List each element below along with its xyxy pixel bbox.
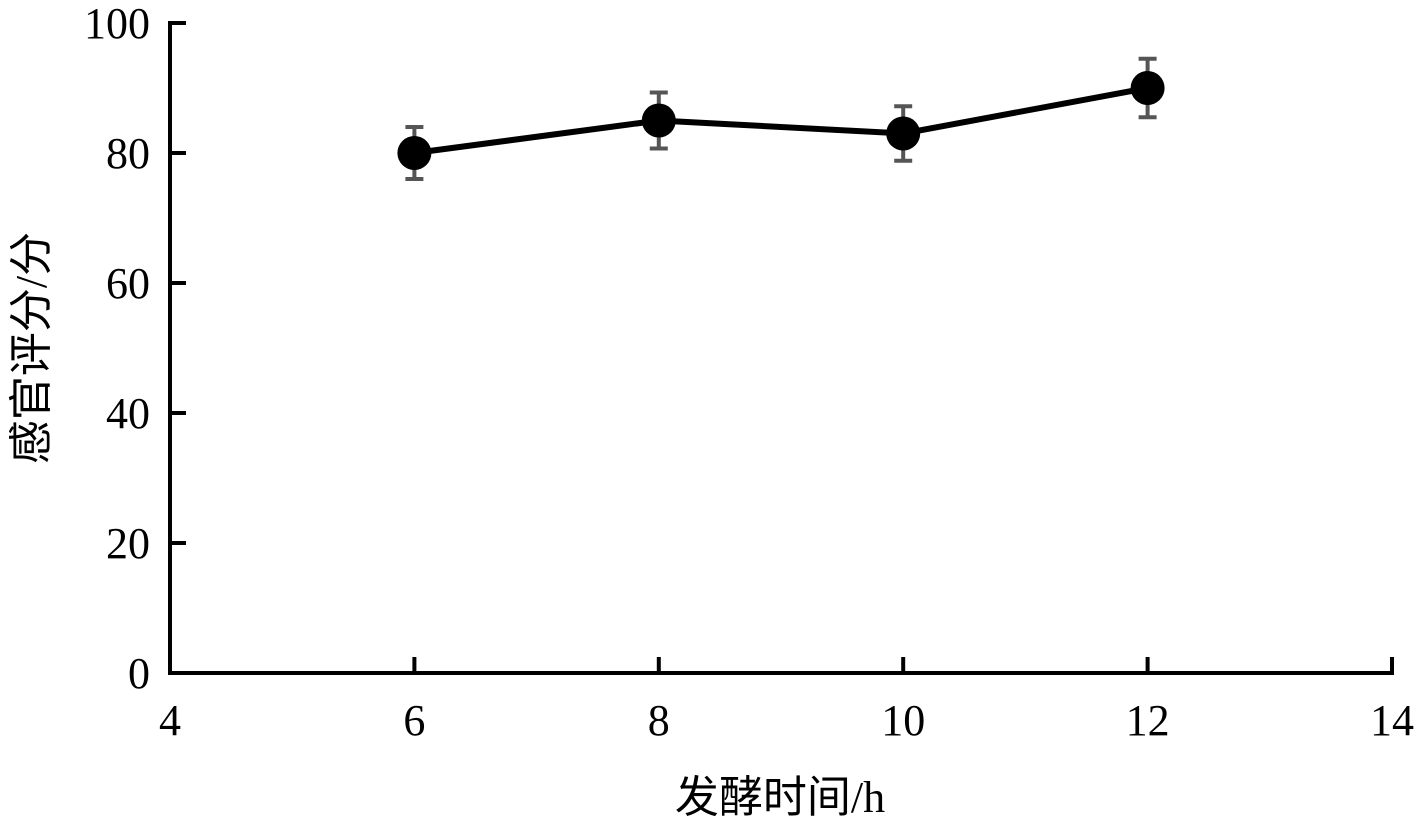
x-tick-label: 4 xyxy=(159,696,181,745)
x-tick-label: 12 xyxy=(1126,696,1170,745)
y-tick-label: 100 xyxy=(84,0,150,48)
x-tick-label: 6 xyxy=(403,696,425,745)
data-point xyxy=(886,116,921,151)
y-axis-label: 感官评分/分 xyxy=(7,232,56,464)
y-tick-label: 80 xyxy=(106,129,150,178)
y-tick-label: 60 xyxy=(106,259,150,308)
data-point xyxy=(641,103,676,138)
x-tick-label: 10 xyxy=(881,696,925,745)
data-point xyxy=(397,136,432,170)
y-tick-label: 40 xyxy=(106,389,150,438)
y-tick-label: 0 xyxy=(128,649,150,698)
y-tick-label: 20 xyxy=(106,519,150,568)
x-tick-label: 8 xyxy=(648,696,670,745)
x-axis-label: 发酵时间/h xyxy=(675,773,885,822)
data-point xyxy=(1130,71,1165,105)
data-line xyxy=(414,85,1149,156)
x-tick-label: 14 xyxy=(1370,696,1414,745)
